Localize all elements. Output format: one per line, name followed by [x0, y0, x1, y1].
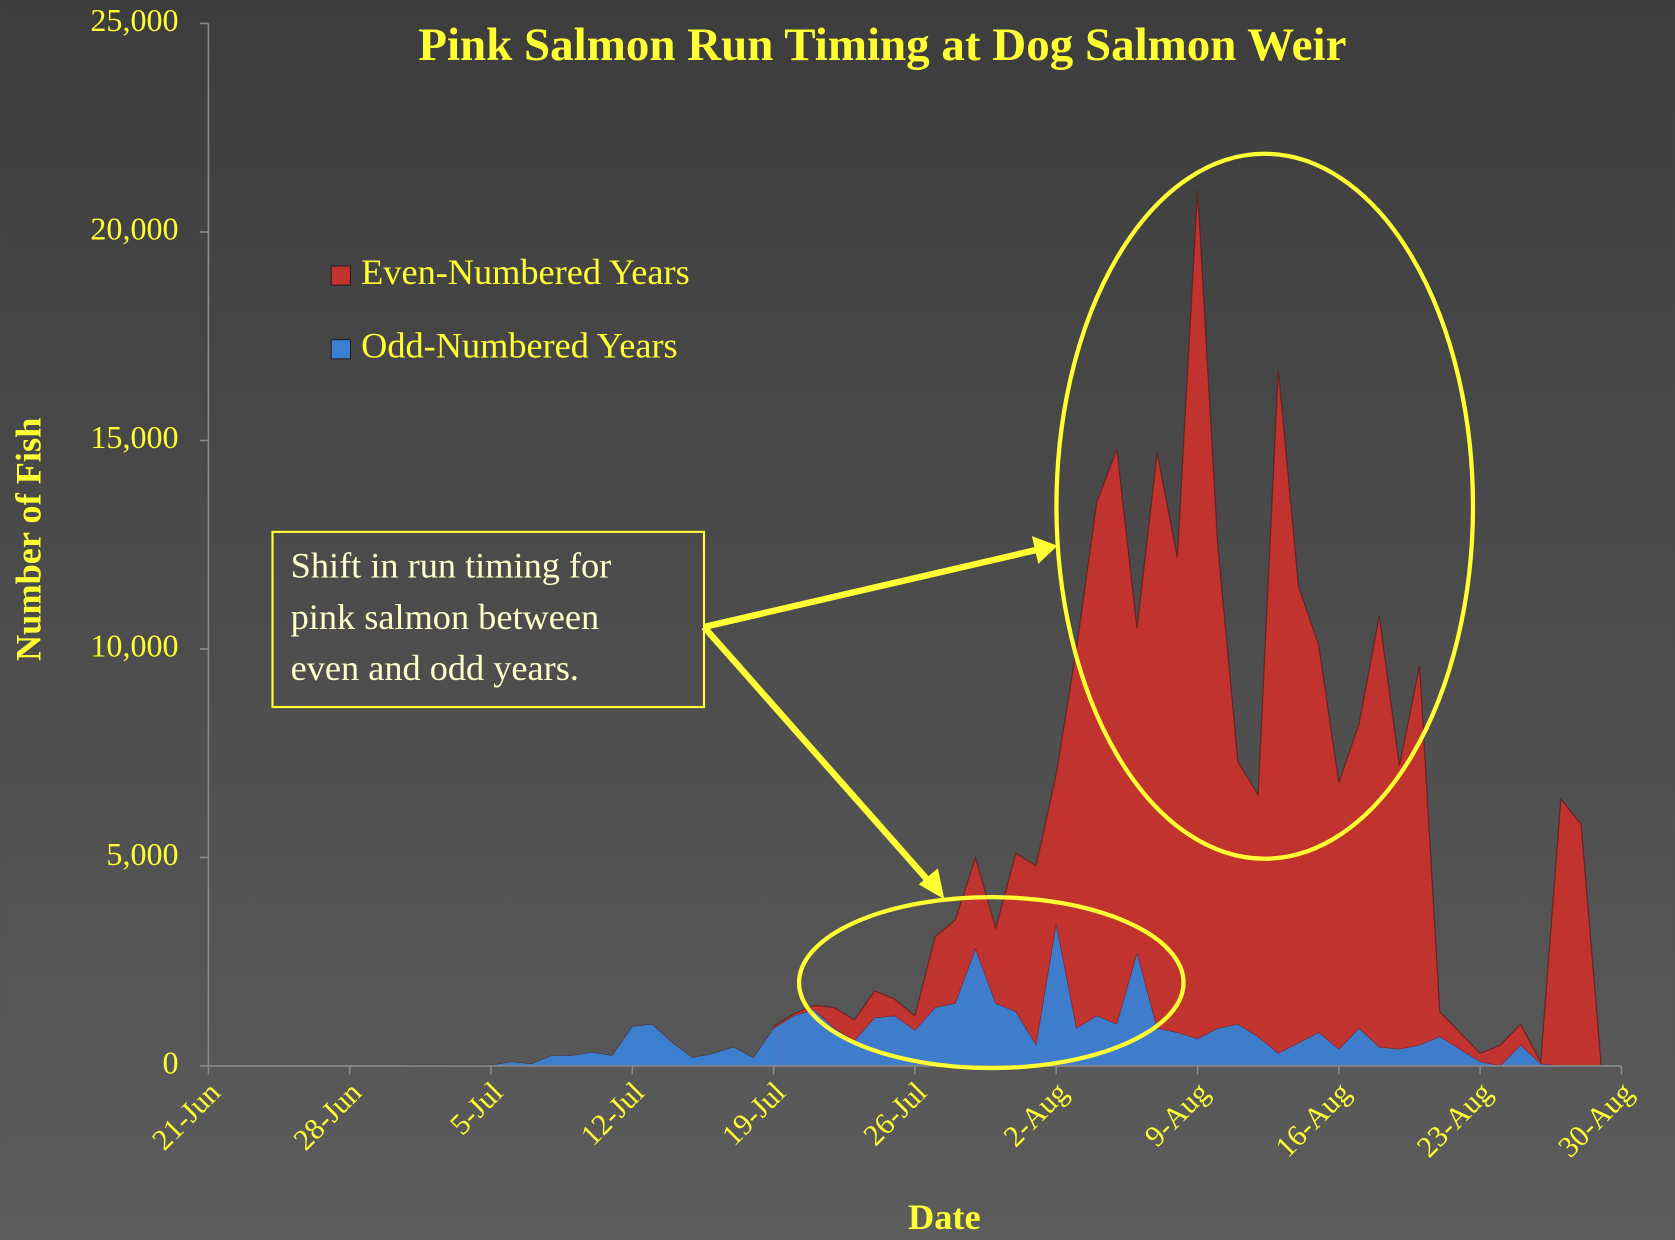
- y-tick-label: 10,000: [90, 627, 178, 663]
- area-fill: [208, 924, 1622, 1066]
- arrow: [703, 546, 1037, 631]
- y-tick-label: 15,000: [90, 419, 178, 455]
- chart-title: Pink Salmon Run Timing at Dog Salmon Wei…: [418, 19, 1346, 71]
- y-tick-label: 20,000: [90, 210, 178, 246]
- legend-swatch: [330, 339, 352, 360]
- annotation-box: [271, 530, 706, 709]
- annotation: Shift in run timing for pink salmon betw…: [271, 151, 1476, 1071]
- y-tick-label: 5,000: [106, 836, 178, 872]
- x-axis-label: Date: [908, 1197, 981, 1237]
- legend: Even-Numbered Years Odd-Numbered Years: [330, 252, 690, 366]
- annotation-line: Shift in run timing for: [291, 546, 612, 586]
- legend-swatch: [330, 265, 352, 286]
- y-tick-label: 25,000: [90, 2, 178, 38]
- arrow-head: [1031, 536, 1058, 564]
- arrow: [701, 624, 934, 887]
- area-outline: [773, 190, 1602, 1066]
- highlight-ellipse: [796, 895, 1186, 1071]
- area-outline: [208, 924, 1622, 1067]
- legend-label: Odd-Numbered Years: [361, 326, 678, 366]
- y-axis-label: Number of Fish: [9, 418, 49, 661]
- y-tick-label: 0: [163, 1044, 179, 1080]
- legend-label: Even-Numbered Years: [361, 252, 690, 292]
- arrow-head: [918, 868, 945, 900]
- area-fill: [773, 190, 1602, 1066]
- annotation-line: pink salmon between: [291, 597, 599, 637]
- annotation-line: even and odd years.: [291, 648, 579, 688]
- highlight-ellipse: [1054, 151, 1476, 861]
